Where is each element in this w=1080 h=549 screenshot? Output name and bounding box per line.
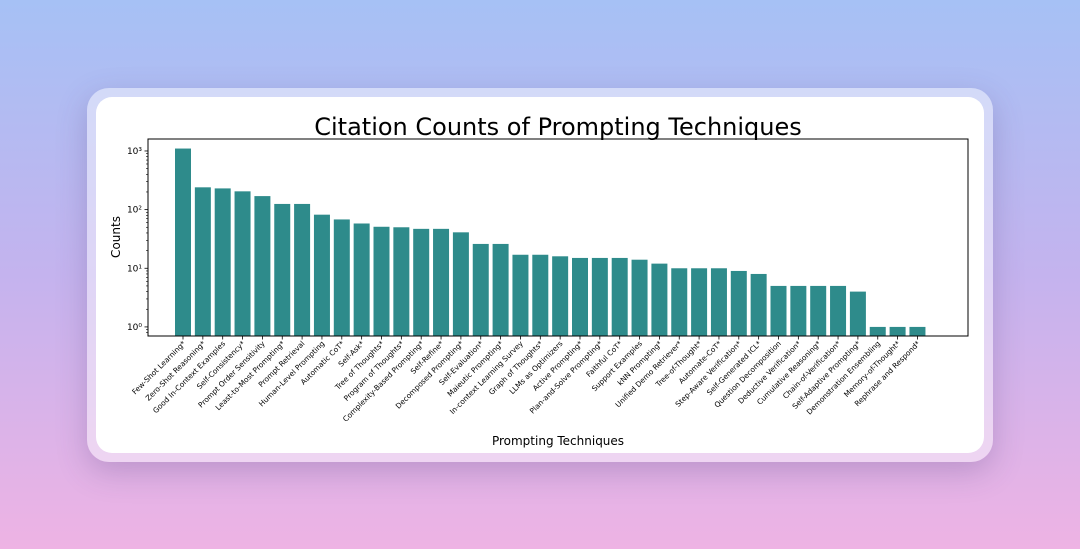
bar-program-of-thoughts	[393, 227, 410, 336]
bar-good-in-context-examples	[214, 188, 231, 336]
y-tick-label: 10⁰	[127, 323, 142, 333]
bar-self-adaptive-prompting	[849, 291, 866, 336]
bar-active-prompting	[572, 257, 588, 336]
bar-question-decomposition	[770, 285, 787, 336]
bar-human-level-prompting	[313, 214, 330, 336]
bar-deductive-verification	[790, 285, 807, 336]
bar-demonstration-ensembling	[869, 326, 886, 336]
bar-zero-shot-reasoning	[194, 187, 211, 336]
axes-frame	[147, 138, 969, 337]
x-axis-label: Prompting Techniques	[492, 434, 624, 448]
bar-self-generated-icl	[750, 273, 767, 336]
bar-few-shot-learning	[175, 148, 191, 336]
bar-rephrase-and-respond	[909, 326, 926, 336]
bar-chain-of-verification	[830, 285, 847, 336]
bar-prompt-retrieval	[294, 203, 311, 336]
bar-tree-of-thoughts	[373, 226, 390, 336]
bar-tree-of-thought	[691, 268, 708, 336]
bar-prompt-order-sensitivity	[254, 196, 271, 336]
bar-memory-of-thought	[889, 326, 906, 336]
bar-automate-cot	[710, 268, 727, 336]
bar-decomposed-prompting	[452, 232, 469, 336]
bar-self-evaluation	[472, 243, 489, 336]
bar-chart: Citation Counts of Prompting Techniques …	[109, 113, 969, 448]
bar-self-ask	[353, 223, 370, 336]
y-tick-label: 10²	[127, 206, 142, 216]
chart-title: Citation Counts of Prompting Techniques	[314, 113, 802, 141]
chart-card: Citation Counts of Prompting Techniques …	[96, 97, 984, 453]
bar-self-refine	[433, 228, 450, 336]
bar-self-consistency	[234, 191, 251, 336]
bar-llms-as-optimizers	[552, 256, 569, 336]
bar-knn-prompting	[651, 263, 668, 336]
y-tick-label: 10³	[127, 147, 142, 157]
bar-maieutic-prompting	[492, 243, 509, 336]
bar-support-examples	[631, 259, 648, 336]
bar-plan-and-solve-prompting	[591, 257, 608, 336]
bar-in-context-learning-survey	[512, 254, 529, 336]
bar-complexity-based-prompting	[413, 228, 430, 336]
bar-automatic-cot	[333, 219, 350, 336]
y-axis-label: Counts	[109, 216, 123, 258]
y-tick-label: 10¹	[127, 264, 142, 274]
bar-least-to-most-prompting	[274, 203, 291, 336]
bar-faithful-cot	[611, 257, 628, 336]
bar-cumulative-reasoning	[810, 285, 827, 336]
bar-step-aware-verification	[730, 270, 747, 336]
bar-unified-demo-retriever	[671, 268, 688, 336]
bar-graph-of-thoughts	[532, 254, 549, 336]
